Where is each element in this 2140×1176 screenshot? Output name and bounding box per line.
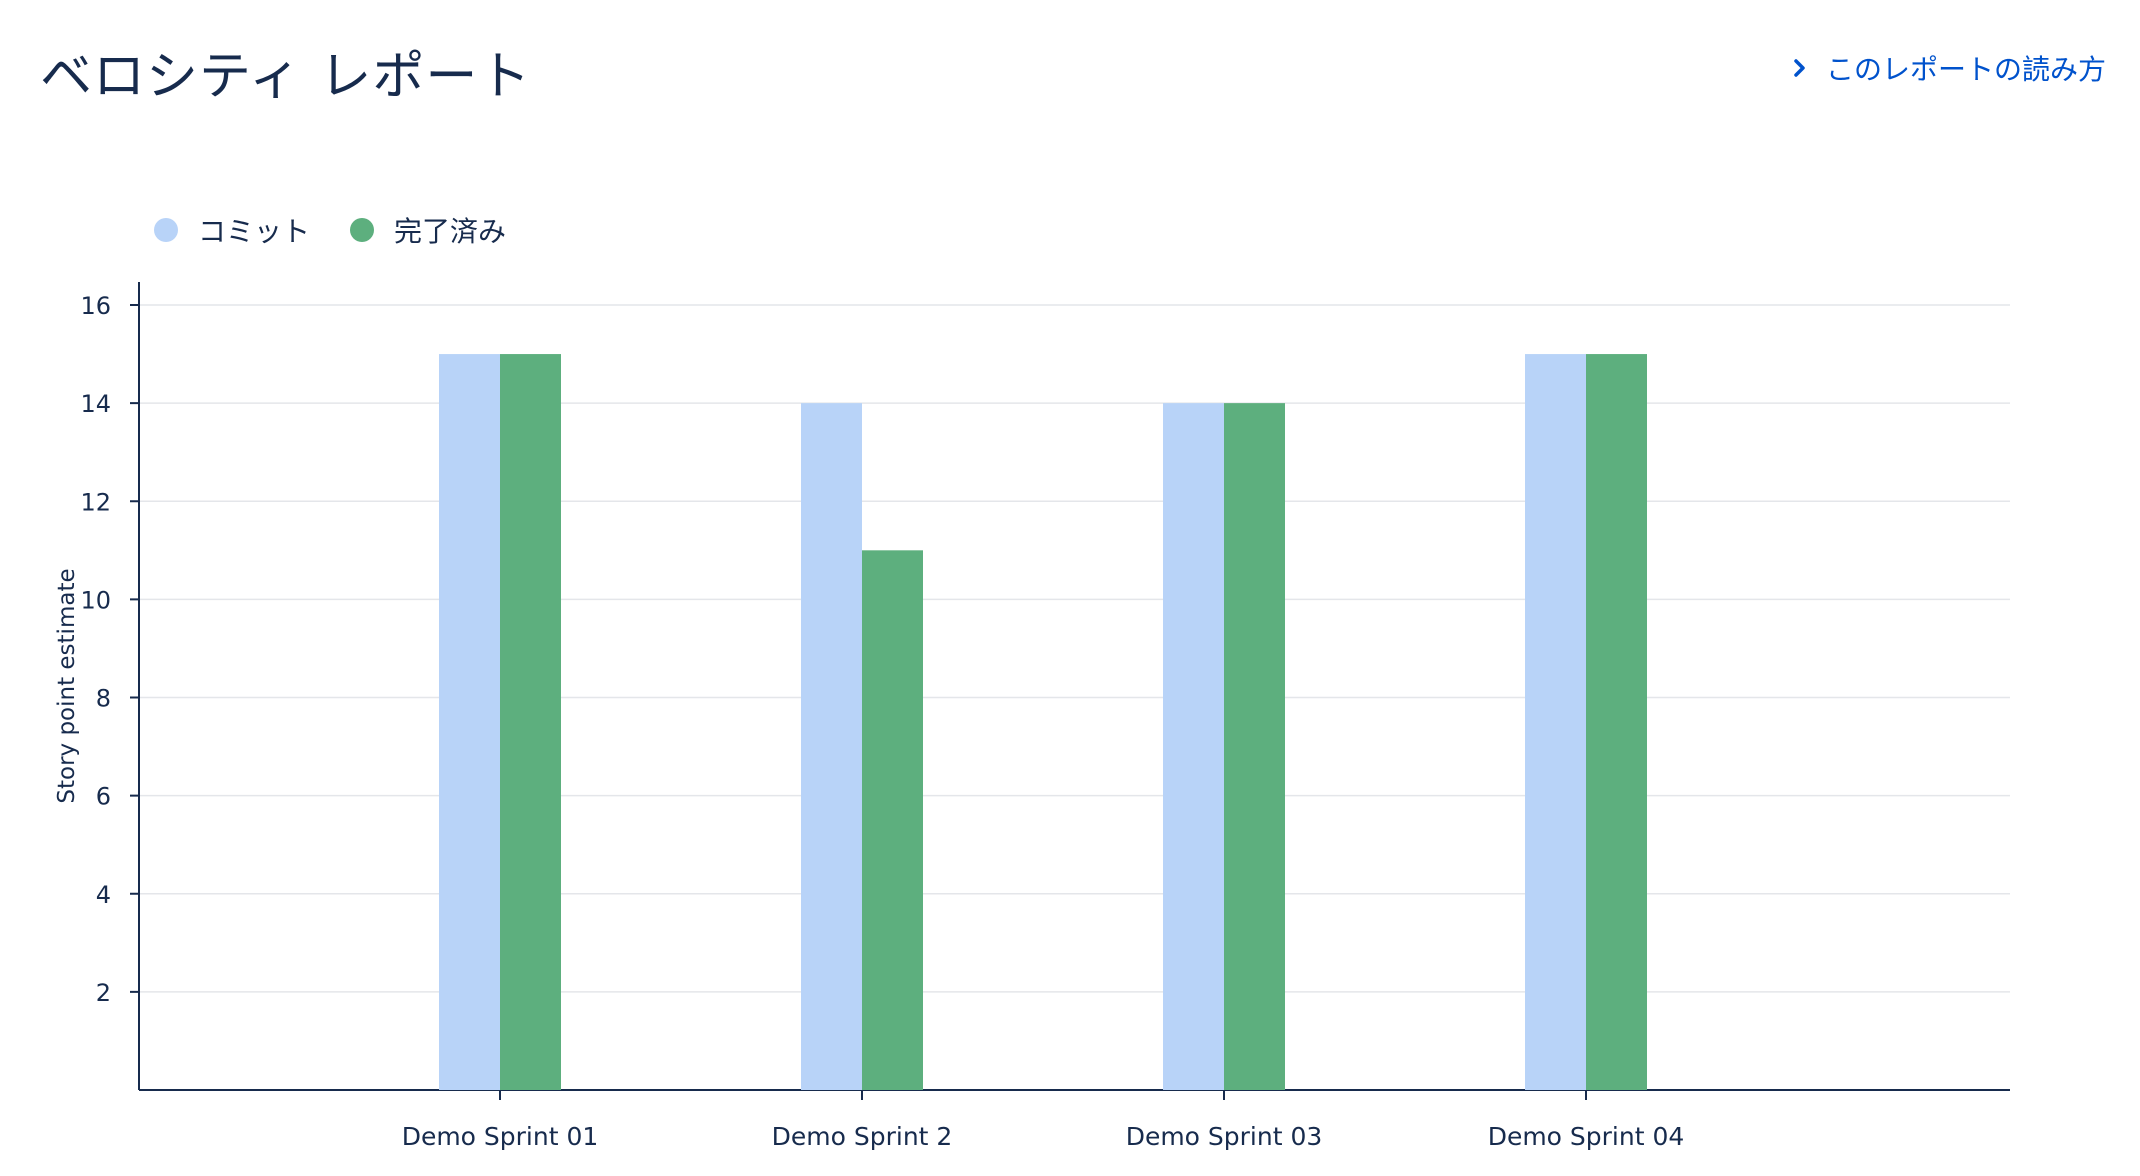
x-category-label: Demo Sprint 2: [772, 1122, 953, 1151]
x-category-label: Demo Sprint 01: [402, 1122, 599, 1151]
page-title: ベロシティ レポート: [40, 47, 532, 107]
y-tick-label: 6: [96, 783, 111, 811]
y-tick-label: 2: [96, 979, 111, 1007]
x-category-label: Demo Sprint 03: [1126, 1122, 1323, 1151]
legend-item-committed[interactable]: コミット: [154, 210, 310, 250]
bar-committed: [1163, 403, 1224, 1090]
bar-completed: [500, 354, 561, 1090]
legend-swatch-completed: [350, 218, 375, 242]
legend-label-committed: コミット: [198, 215, 311, 248]
help-link-label: このレポートの読み方: [1825, 53, 2106, 86]
y-tick-label: 4: [96, 881, 111, 909]
y-tick-label: 16: [80, 292, 111, 320]
bar-completed: [862, 550, 923, 1090]
bar-committed: [1525, 354, 1586, 1090]
legend-swatch-committed: [154, 218, 178, 242]
bar-completed: [1224, 403, 1285, 1090]
y-tick-label: 8: [96, 685, 111, 713]
bar-committed: [801, 403, 862, 1090]
chevron-right-icon: [1794, 59, 1805, 77]
y-tick-label: 10: [80, 586, 111, 614]
x-category-label: Demo Sprint 04: [1488, 1122, 1685, 1151]
y-tick-label: 14: [80, 390, 111, 418]
chart-legend: コミット 完了済み: [154, 210, 506, 250]
bar-committed: [439, 354, 500, 1090]
y-axis-title: Story point estimate: [54, 568, 80, 803]
y-tick-label: 12: [80, 488, 111, 516]
bar-completed: [1586, 354, 1647, 1090]
legend-label-completed: 完了済み: [394, 215, 507, 248]
help-link[interactable]: このレポートの読み方: [1790, 48, 2106, 88]
legend-item-completed[interactable]: 完了済み: [350, 210, 506, 250]
